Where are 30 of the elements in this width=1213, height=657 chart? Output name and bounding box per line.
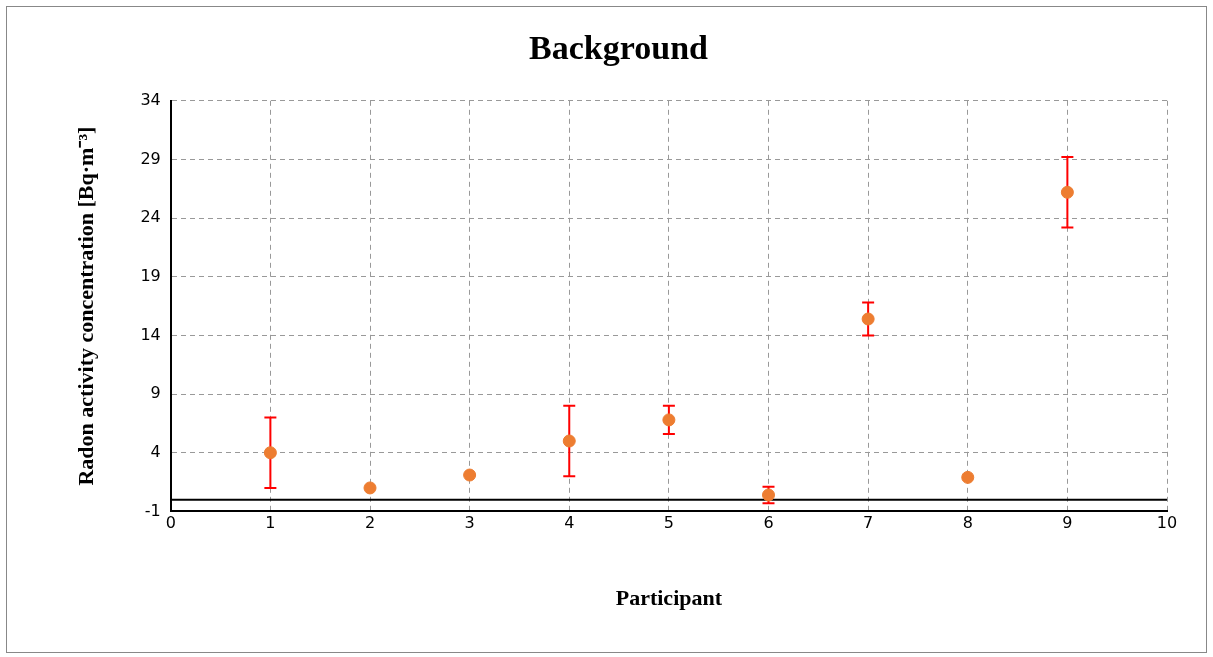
x-tick-label: 3 bbox=[464, 513, 475, 533]
x-tick-label: 6 bbox=[763, 513, 774, 533]
point bbox=[463, 468, 477, 482]
point bbox=[861, 312, 875, 326]
y-tick-label: 29 bbox=[140, 148, 161, 168]
x-tick-label: 9 bbox=[1062, 513, 1073, 533]
y-tick-label: 4 bbox=[150, 441, 161, 461]
point bbox=[263, 446, 277, 460]
point bbox=[662, 413, 676, 427]
x-tick-label: 8 bbox=[962, 513, 973, 533]
y-tick-label: -1 bbox=[144, 500, 161, 520]
x-axis-title: Participant bbox=[615, 585, 723, 611]
point bbox=[1060, 185, 1074, 199]
x-tick-label: 1 bbox=[265, 513, 276, 533]
y-tick-label: 19 bbox=[140, 265, 161, 285]
y-tick-label: 9 bbox=[150, 383, 161, 403]
point bbox=[562, 434, 576, 448]
x-tick-label: 4 bbox=[564, 513, 575, 533]
x-tick-label: 0 bbox=[165, 513, 176, 533]
y-axis-title: Radon activity concentration [Bq·m⁻³] bbox=[72, 126, 98, 486]
x-tick-label: 10 bbox=[1156, 513, 1178, 533]
x-tick-label: 5 bbox=[663, 513, 674, 533]
x-tick-label: 7 bbox=[863, 513, 874, 533]
y-tick-label: 14 bbox=[140, 324, 161, 344]
point bbox=[363, 481, 377, 495]
point bbox=[961, 470, 975, 484]
x-tick-label: 2 bbox=[364, 513, 376, 533]
chart-title: Background bbox=[529, 29, 709, 67]
y-tick-label: 34 bbox=[140, 89, 161, 109]
y-tick-label: 24 bbox=[140, 207, 161, 227]
